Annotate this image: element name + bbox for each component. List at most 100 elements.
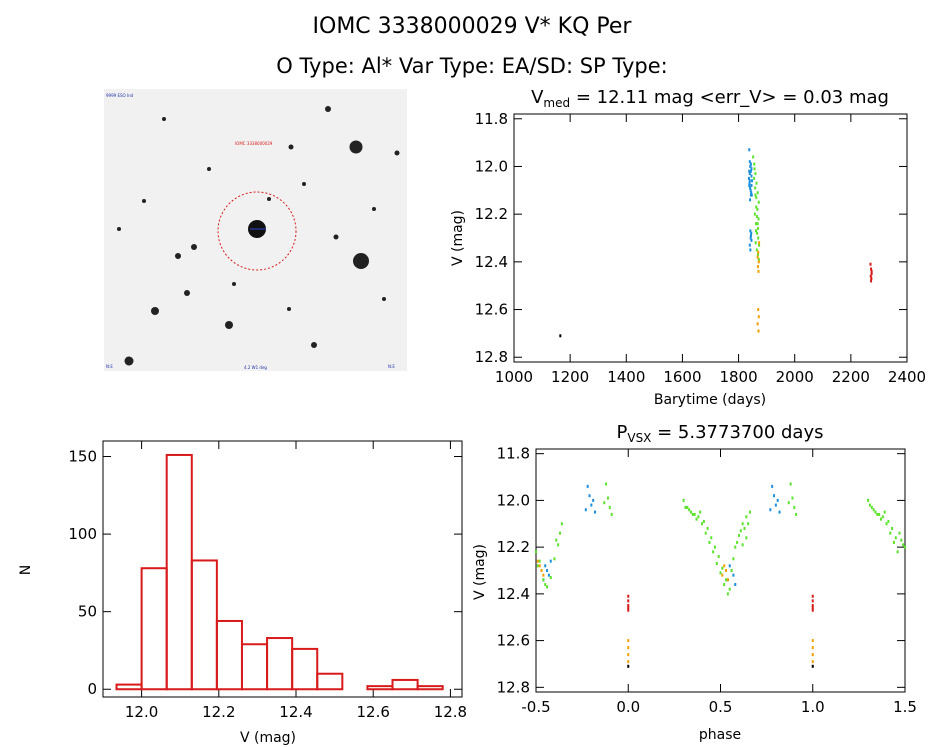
sky-star	[382, 297, 386, 301]
phased-xtick-label: 0.5	[709, 698, 733, 716]
phased-point-green	[704, 531, 707, 535]
histogram-ylabel: N	[18, 565, 34, 575]
phased-point-green	[555, 538, 558, 542]
lightcurve-point-blue	[748, 184, 751, 188]
phased-point-blue	[594, 510, 597, 514]
histogram-bar	[215, 619, 243, 691]
sky-star	[394, 150, 400, 156]
lightcurve-point-blue	[748, 148, 751, 152]
lightcurve-point-blue	[750, 184, 753, 188]
phased-point-blue	[774, 503, 777, 507]
histogram-frame	[102, 440, 463, 698]
lightcurve-point-green	[758, 243, 761, 247]
histogram-bar	[416, 685, 444, 691]
phased-title: PVSX = 5.3773700 days	[617, 422, 824, 445]
lightcurve-xlabel: Barytime (days)	[654, 392, 766, 408]
phased-point-green	[702, 519, 705, 523]
lightcurve-point-green	[754, 193, 757, 197]
phased-point-green	[749, 510, 752, 514]
phased-point-orange	[811, 660, 814, 664]
phased-point-green	[603, 501, 606, 505]
phased-point-green	[793, 505, 796, 509]
phased-point-green	[726, 592, 729, 596]
lightcurve-ytick-label: 11.8	[475, 110, 508, 128]
phased-point-orange	[811, 653, 814, 657]
phased-point-green	[710, 536, 713, 540]
page-subtitle: O Type: Al* Var Type: EA/SD: SP Type:	[276, 54, 668, 78]
lightcurve-point-green	[755, 205, 758, 209]
phased-point-green	[557, 543, 560, 547]
lightcurve-point-green	[754, 172, 757, 176]
phased-point-green	[904, 545, 906, 549]
lightcurve-ytick-label: 12.2	[475, 205, 508, 223]
phased-point-green	[686, 505, 689, 509]
phased-point-green	[605, 482, 608, 486]
phased-point-orange	[627, 660, 630, 664]
phased-point-green	[697, 515, 700, 519]
phased-point-green	[741, 522, 744, 526]
phased-point-green	[606, 496, 609, 500]
phased-point-green	[876, 512, 879, 516]
phased-point-green	[701, 522, 704, 526]
lightcurve-point-orange	[757, 269, 760, 273]
phased-point-blue	[592, 498, 595, 502]
phased-point-green	[887, 519, 890, 523]
phased-point-orange	[726, 578, 729, 582]
phased-point-blue	[776, 498, 779, 502]
lightcurve-xtick-label: 1000	[495, 368, 533, 386]
lightcurve-point-red	[870, 272, 873, 276]
lightcurve-point-orange	[757, 315, 760, 319]
lightcurve-point-green	[755, 248, 758, 252]
lightcurve-point-green	[754, 241, 757, 245]
phased-point-green	[712, 550, 715, 554]
histogram-bar	[190, 559, 218, 691]
phased-xtick-label: 1.5	[893, 698, 917, 716]
phased-point-green	[730, 569, 733, 572]
lightcurve-point-blue	[749, 164, 752, 168]
phased-point-red	[627, 599, 630, 603]
phased-point-green	[889, 531, 892, 535]
phased-point-red	[811, 599, 814, 603]
lightcurve-point-blue	[749, 169, 752, 173]
phased-point-green	[713, 545, 716, 549]
lightcurve-point-orange	[758, 241, 761, 245]
lightcurve-point-red	[870, 277, 873, 281]
phased-point-black	[811, 664, 814, 668]
phased-point-green	[723, 583, 726, 587]
top-left-label: 9999 ESO Ind	[106, 93, 134, 98]
lightcurve-point-blue	[749, 236, 752, 240]
sky-star	[151, 307, 159, 315]
phased-point-green	[725, 578, 728, 582]
lightcurve-point-green	[755, 181, 758, 185]
histogram-bar	[316, 672, 344, 691]
histogram-xtick-label: 12.2	[202, 703, 235, 721]
lightcurve-point-green	[756, 226, 759, 230]
phased-point-green	[549, 576, 552, 580]
phased-point-green	[745, 536, 748, 540]
phased-point-blue	[546, 569, 549, 572]
phased-point-blue	[728, 564, 731, 568]
lightcurve-xtick-label: 1600	[663, 368, 701, 386]
phased-ytick-label: 12.2	[497, 538, 530, 556]
histogram-xtick-label: 12.8	[434, 703, 467, 721]
histogram-ytick-label: 50	[78, 603, 97, 621]
phased-point-green	[699, 510, 702, 514]
phased-point-green	[881, 515, 884, 519]
phased-point-blue	[773, 494, 776, 498]
histogram-bar	[115, 683, 143, 691]
lightcurve-point-blue	[750, 231, 753, 235]
lightcurve-point-blue	[748, 181, 751, 185]
phased-point-green	[868, 503, 871, 507]
phased-point-green	[900, 538, 903, 542]
phased-point-blue	[544, 564, 547, 568]
sky-star	[267, 197, 271, 201]
histogram-ytick-label: 0	[87, 680, 97, 698]
phased-point-green	[560, 522, 563, 526]
phased-point-green	[737, 533, 740, 537]
phased-point-green	[558, 531, 561, 535]
phased-point-green	[553, 557, 556, 561]
phased-point-green	[787, 501, 790, 505]
phased-point-blue	[771, 484, 774, 488]
